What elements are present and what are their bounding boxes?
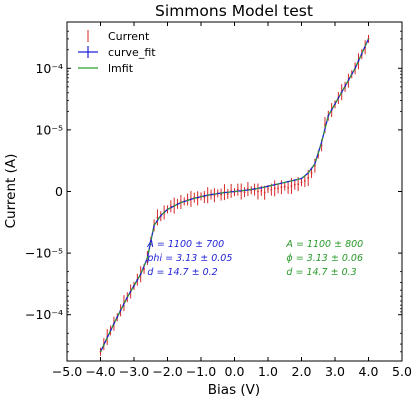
current-point <box>303 180 306 182</box>
curve-fit-params-line: A = 1100 ± 700 <box>146 239 224 250</box>
current-point <box>260 189 263 192</box>
legend-label: Current <box>108 30 150 43</box>
legend-label: curve_fit <box>108 46 156 59</box>
y-axis-title: Current (A) <box>3 154 19 229</box>
legend-entry-current: Current <box>87 30 150 43</box>
x-tick-label: 0.0 <box>225 364 245 379</box>
current-point <box>236 188 239 191</box>
curve-fit-params-line: phi = 3.13 ± 0.05 <box>146 253 232 264</box>
lmfit-params-line: d = 14.7 ± 0.3 <box>286 267 356 278</box>
current-point <box>290 185 293 187</box>
current-point <box>243 191 246 194</box>
x-tick-label: −3.0 <box>119 364 149 379</box>
current-point <box>267 188 269 190</box>
current-point <box>287 186 289 189</box>
current-point <box>226 193 229 195</box>
current-point <box>220 193 223 196</box>
current-point <box>310 172 313 174</box>
series-lmfit-line <box>100 38 370 353</box>
y-tick-label: −10⁻⁵ <box>25 246 63 261</box>
x-tick-label: −1.0 <box>186 364 216 379</box>
legend-entry-lmfit: lmfit <box>78 62 134 75</box>
annotations: A = 1100 ± 700 phi = 3.13 ± 0.05 d = 14.7 … <box>146 239 363 278</box>
current-point <box>280 186 283 189</box>
lmfit-params-line: A = 1100 ± 800 <box>285 239 363 250</box>
current-point <box>293 183 296 186</box>
current-point <box>273 187 276 190</box>
y-tick-label: −10⁻⁴ <box>25 307 63 322</box>
current-point <box>257 190 259 193</box>
chart-title: Simmons Model test <box>155 2 313 20</box>
curve-fit-params-line: d = 14.7 ± 0.2 <box>147 267 217 278</box>
current-point <box>263 191 266 194</box>
x-axis-title: Bias (V) <box>208 382 260 398</box>
y-tick-label: 10⁻⁴ <box>35 61 63 76</box>
y-tick-label: 10⁻⁵ <box>35 122 63 137</box>
x-tick-label: 1.0 <box>258 364 278 379</box>
current-point <box>300 181 303 184</box>
x-tick-label: 4.0 <box>359 364 379 379</box>
lmfit-params-line: ϕ = 3.13 ± 0.06 <box>286 253 363 264</box>
data-series <box>99 34 370 356</box>
current-point <box>307 177 310 179</box>
current-point <box>270 188 273 191</box>
legend-label: lmfit <box>108 62 134 75</box>
current-point <box>277 187 279 190</box>
y-tick-label: 0 <box>55 184 63 199</box>
current-point <box>283 185 286 188</box>
x-tick-label: 5.0 <box>392 364 412 379</box>
x-tick-label: 3.0 <box>325 364 345 379</box>
current-point <box>156 216 159 219</box>
current-point <box>297 183 300 186</box>
axes: −5.0 −4.0 −3.0 −2.0 −1.0 0.0 1.0 2.0 3.0 4.0 5.0 −1… <box>25 21 412 379</box>
legend-entry-curve-fit: curve_fit <box>78 46 156 59</box>
x-tick-label: −4.0 <box>85 364 115 379</box>
x-tick-label: −5.0 <box>52 364 82 379</box>
x-tick-label: −2.0 <box>152 364 182 379</box>
x-tick-label: 2.0 <box>292 364 312 379</box>
